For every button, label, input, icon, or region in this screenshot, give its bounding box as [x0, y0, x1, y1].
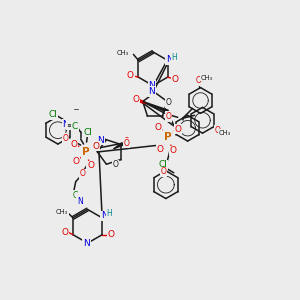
Text: O: O [70, 140, 77, 148]
Text: N: N [148, 81, 155, 90]
Text: ≡: ≡ [67, 121, 73, 130]
Text: Cl: Cl [83, 128, 92, 137]
Text: O: O [87, 161, 94, 170]
Text: Cl: Cl [158, 160, 167, 169]
Polygon shape [93, 144, 98, 152]
Text: N: N [97, 136, 104, 145]
Text: O: O [174, 125, 181, 134]
Text: N: N [62, 120, 69, 129]
Text: O: O [166, 112, 172, 121]
Text: O: O [123, 139, 129, 148]
Text: CH₃: CH₃ [116, 50, 128, 56]
Text: O: O [172, 75, 179, 84]
Text: O: O [63, 134, 69, 142]
Text: CH₃: CH₃ [218, 130, 230, 136]
Text: O: O [154, 123, 161, 132]
Text: O: O [133, 95, 140, 104]
Text: O: O [196, 76, 202, 85]
Text: O: O [112, 160, 118, 169]
Text: O: O [123, 136, 129, 146]
Text: O: O [161, 167, 167, 176]
Text: O: O [72, 158, 79, 166]
Text: H: H [106, 209, 112, 218]
Text: O: O [214, 126, 220, 135]
Text: O: O [127, 71, 134, 80]
Text: O: O [108, 230, 115, 239]
Text: H: H [172, 53, 177, 62]
Text: N: N [166, 55, 173, 64]
Text: C: C [72, 122, 78, 131]
Text: O: O [80, 169, 86, 178]
Text: N: N [101, 212, 107, 220]
Text: N: N [83, 238, 90, 247]
Text: N: N [77, 197, 82, 206]
Text: CH₃: CH₃ [56, 209, 68, 215]
Text: O: O [61, 228, 69, 237]
Polygon shape [113, 143, 123, 149]
Text: Cl: Cl [49, 110, 57, 119]
Text: P: P [82, 147, 89, 157]
Text: O: O [156, 145, 164, 154]
Text: O: O [166, 98, 172, 107]
Text: P: P [164, 132, 172, 142]
Text: CH₃: CH₃ [200, 75, 212, 81]
Text: O: O [92, 142, 99, 151]
Text: O: O [169, 146, 176, 155]
Polygon shape [138, 99, 147, 103]
Text: C: C [73, 191, 78, 200]
Polygon shape [143, 101, 168, 112]
Text: N: N [148, 87, 155, 96]
